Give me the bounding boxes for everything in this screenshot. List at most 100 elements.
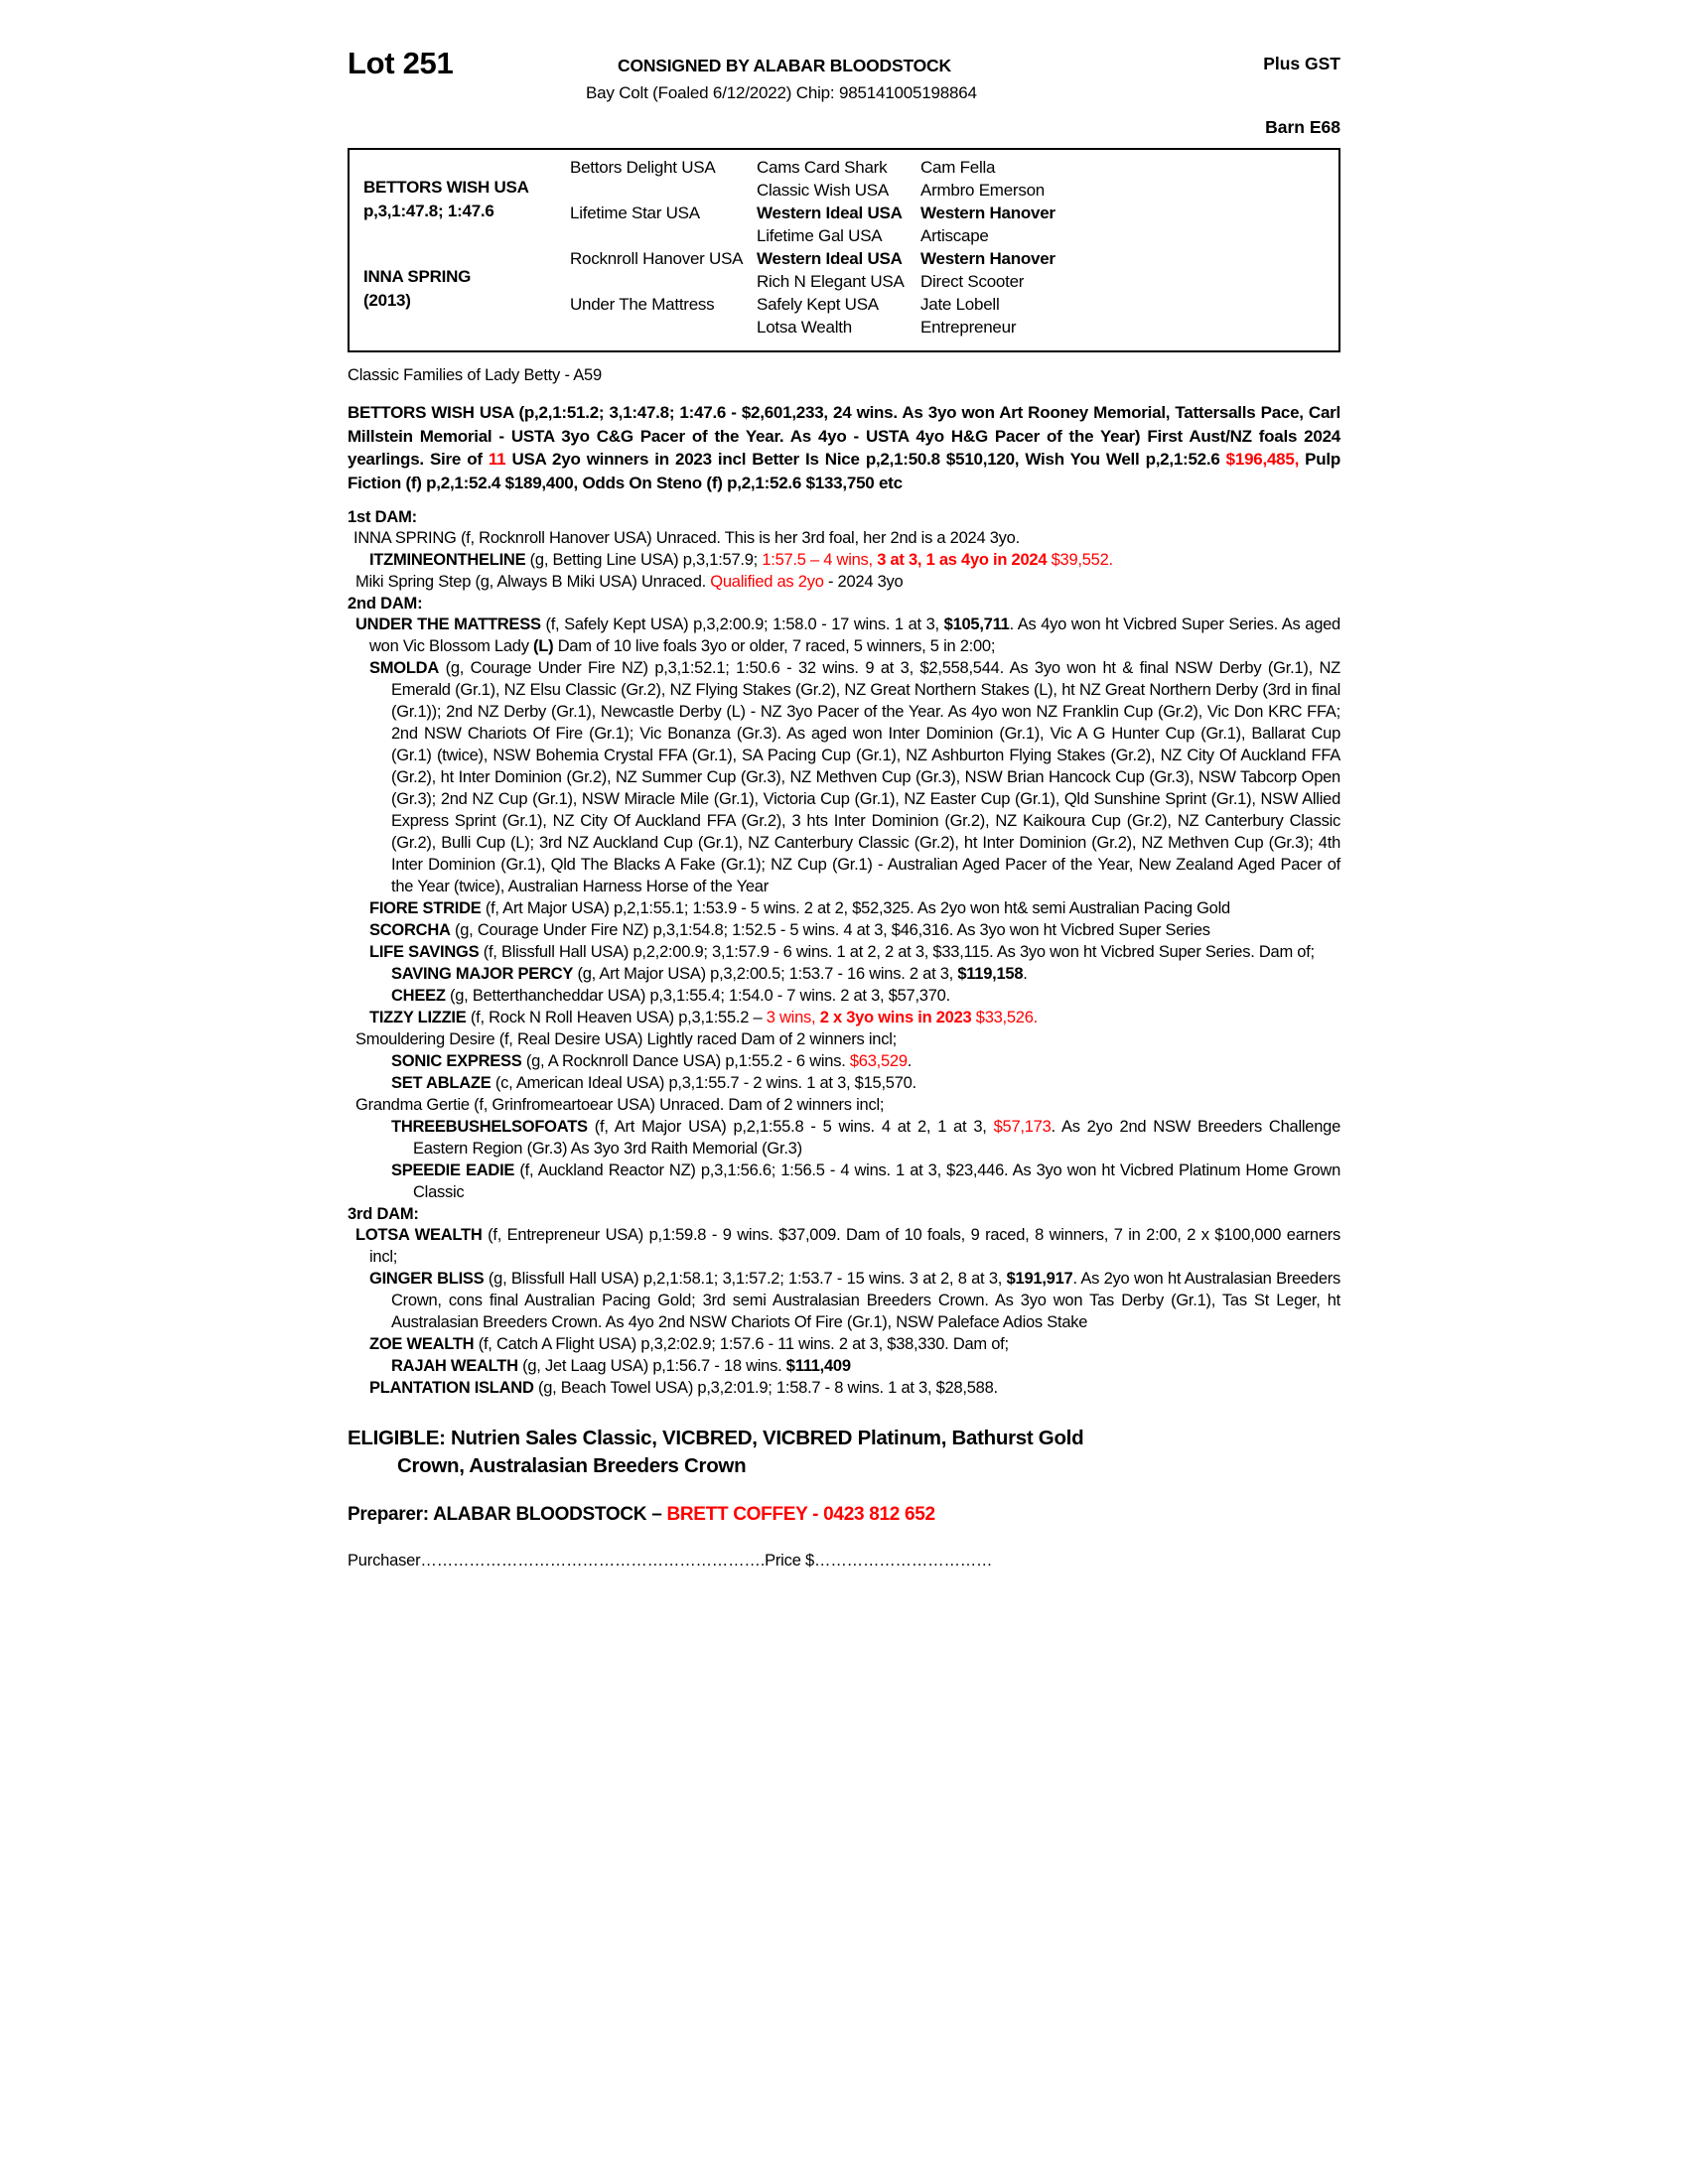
entry-name: SET ABLAZE bbox=[391, 1074, 492, 1092]
lot-number: Lot 251 bbox=[348, 46, 454, 80]
second-dam-text2: . As 4yo won ht Vicbred Super Series. As… bbox=[369, 615, 1340, 655]
zoe-child-rajah: RAJAH WEALTH (g, Jet Laag USA) p,1:56.7 … bbox=[348, 1355, 1340, 1377]
entry-name: LIFE SAVINGS bbox=[369, 943, 480, 961]
entry-text: (g, Betterthancheddar USA) p,3,1:55.4; 1… bbox=[445, 987, 950, 1005]
second-dam-entry-tizzy: TIZZY LIZZIE (f, Rock N Roll Heaven USA)… bbox=[348, 1007, 1340, 1028]
entry-name: GINGER BLISS bbox=[369, 1270, 485, 1288]
foal-tail: - 2024 3yo bbox=[823, 573, 904, 591]
foal-name: ITZMINEONTHELINE bbox=[369, 551, 526, 569]
eligible-line-1: ELIGIBLE: Nutrien Sales Classic, VICBRED… bbox=[348, 1427, 1084, 1449]
first-dam-intro: INNA SPRING (f, Rocknroll Hanover USA) U… bbox=[353, 529, 1020, 547]
entry-name: TIZZY LIZZIE bbox=[369, 1009, 467, 1026]
sire-para-part3: Pulp Fiction (f) p,2,1:52.4 $189,400, Od… bbox=[348, 450, 1340, 492]
pedigree-gen3-2: Classic Wish USA bbox=[757, 181, 889, 200]
foal-red-tail: $39,552. bbox=[1047, 551, 1113, 569]
pedigree-sire-dam: Lifetime Star USA bbox=[570, 204, 700, 222]
entry-red-tail: $33,526. bbox=[971, 1009, 1038, 1026]
second-dam-entry-smolda: SMOLDA (g, Courage Under Fire NZ) p,3,1:… bbox=[348, 657, 1340, 897]
entry-red: 3 wins, bbox=[766, 1009, 820, 1026]
grandma-child-1: THREEBUSHELSOFOATS (f, Art Major USA) p,… bbox=[348, 1116, 1340, 1160]
life-savings-child-1: SAVING MAJOR PERCY (g, Art Major USA) p,… bbox=[348, 963, 1340, 985]
pedigree-gen4-3: Western Hanover bbox=[920, 204, 1055, 222]
entry-name: RAJAH WEALTH bbox=[391, 1357, 518, 1375]
entry-text: (g, A Rocknroll Dance USA) p,1:55.2 - 6 … bbox=[521, 1052, 850, 1070]
entry-name: SPEEDIE EADIE bbox=[391, 1161, 515, 1179]
second-dam-name: UNDER THE MATTRESS bbox=[355, 615, 541, 633]
purchaser-line: Purchaser……………………………………………………….Price $……… bbox=[348, 1552, 993, 1570]
pedigree-gen3-8: Lotsa Wealth bbox=[757, 318, 852, 337]
smouldering-child-1: SONIC EXPRESS (g, A Rocknroll Dance USA)… bbox=[348, 1050, 1340, 1072]
smouldering-desire-line: Smouldering Desire (f, Real Desire USA) … bbox=[355, 1030, 897, 1048]
entry-text: (g, Courage Under Fire NZ) p,3,1:54.8; 1… bbox=[450, 921, 1210, 939]
grandma-gertie-line: Grandma Gertie (f, Grinfromeartoear USA)… bbox=[355, 1096, 885, 1114]
entry-earnings: $111,409 bbox=[785, 1357, 851, 1375]
pedigree-gen4-7: Jate Lobell bbox=[920, 295, 1000, 314]
pedigree-table: BETTORS WISH USA p,3,1:47.8; 1:47.6 INNA… bbox=[348, 148, 1340, 352]
entry-name: ZOE WEALTH bbox=[369, 1335, 475, 1353]
entry-name: THREEBUSHELSOFOATS bbox=[391, 1118, 588, 1136]
pedigree-gen3-3: Western Ideal USA bbox=[757, 204, 903, 222]
foal-red-bold: 3 at 3, 1 as 4yo in 2024 bbox=[877, 551, 1048, 569]
entry-red: $57,173 bbox=[993, 1118, 1052, 1136]
grandma-child-2: SPEEDIE EADIE (f, Auckland Reactor NZ) p… bbox=[348, 1160, 1340, 1203]
foal-detail: (g, Betting Line USA) p,3,1:57.9; bbox=[525, 551, 763, 569]
preparer-block: Preparer: ALABAR BLOODSTOCK – BRETT COFF… bbox=[348, 1504, 1340, 1526]
foal-red: 1:57.5 – 4 wins, bbox=[762, 551, 878, 569]
barn-label: Barn E68 bbox=[1265, 117, 1340, 137]
eligible-line-2: Crown, Australasian Breeders Crown bbox=[397, 1454, 747, 1477]
plus-gst-label: Plus GST bbox=[1263, 54, 1340, 73]
entry-text: (f, Rock N Roll Heaven USA) p,3,1:55.2 – bbox=[466, 1009, 767, 1026]
entry-red-bold: 2 x 3yo wins in 2023 bbox=[819, 1009, 972, 1026]
second-dam-intro: UNDER THE MATTRESS (f, Safely Kept USA) … bbox=[348, 614, 1340, 657]
entry-name: SONIC EXPRESS bbox=[391, 1052, 522, 1070]
second-dam-text1: (f, Safely Kept USA) p,3,2:00.9; 1:58.0 … bbox=[540, 615, 944, 633]
page-header: Lot 251 CONSIGNED BY ALABAR BLOODSTOCK B… bbox=[348, 40, 1340, 144]
pedigree-gen3-4: Lifetime Gal USA bbox=[757, 226, 883, 245]
entry-text: (g, Art Major USA) p,3,2:00.5; 1:53.7 - … bbox=[573, 965, 958, 983]
second-dam-entry-scorcha: SCORCHA (g, Courage Under Fire NZ) p,3,1… bbox=[348, 919, 1340, 941]
pedigree-dam-name: INNA SPRING bbox=[363, 267, 472, 286]
entry-text: (g, Jet Laag USA) p,1:56.7 - 18 wins. bbox=[517, 1357, 786, 1375]
third-dam-entry-zoe: ZOE WEALTH (f, Catch A Flight USA) p,3,2… bbox=[348, 1333, 1340, 1355]
pedigree-dam-sire: Rocknroll Hanover USA bbox=[570, 249, 744, 268]
first-dam-heading: 1st DAM: bbox=[348, 508, 417, 526]
third-dam-entry-ginger: GINGER BLISS (g, Blissfull Hall USA) p,2… bbox=[348, 1268, 1340, 1333]
pedigree-gen4-6: Direct Scooter bbox=[920, 272, 1025, 291]
pedigree-gen3-7: Safely Kept USA bbox=[757, 295, 879, 314]
pedigree-gen4-8: Entrepreneur bbox=[920, 318, 1017, 337]
second-dam-listed: (L) bbox=[533, 637, 554, 655]
entry-text: (c, American Ideal USA) p,3,1:55.7 - 2 w… bbox=[491, 1074, 916, 1092]
family-line: Classic Families of Lady Betty - A59 bbox=[348, 366, 602, 384]
sire-para-part1: BETTORS WISH USA (p,2,1:51.2; 3,1:47.8; … bbox=[348, 403, 1340, 469]
pedigree-gen3-6: Rich N Elegant USA bbox=[757, 272, 905, 291]
pedigree-gen4-2: Armbro Emerson bbox=[920, 181, 1045, 200]
first-dam-foal-2: Miki Spring Step (g, Always B Miki USA) … bbox=[348, 571, 1340, 593]
entry-name: SAVING MAJOR PERCY bbox=[391, 965, 574, 983]
pedigree-sire-sire: Bettors Delight USA bbox=[570, 158, 716, 177]
second-dam-heading: 2nd DAM: bbox=[348, 595, 423, 613]
third-dam-text: (f, Entrepreneur USA) p,1:59.8 - 9 wins.… bbox=[369, 1226, 1341, 1266]
entry-text: (f, Blissfull Hall USA) p,2,2:00.9; 3,1:… bbox=[479, 943, 1315, 961]
catalogue-sheet: Lot 251 CONSIGNED BY ALABAR BLOODSTOCK B… bbox=[348, 40, 1340, 1570]
consignor-title: CONSIGNED BY ALABAR BLOODSTOCK bbox=[618, 56, 951, 75]
foal-name: Miki Spring Step bbox=[355, 573, 472, 591]
pedigree-gen4-1: Cam Fella bbox=[920, 158, 996, 177]
preparer-contact: BRETT COFFEY - 0423 812 652 bbox=[666, 1504, 935, 1525]
entry-text: (g, Courage Under Fire NZ) p,3,1:52.1; 1… bbox=[391, 659, 1340, 895]
third-dam-heading: 3rd DAM: bbox=[348, 1205, 419, 1223]
entry-text: (f, Catch A Flight USA) p,3,2:02.9; 1:57… bbox=[474, 1335, 1009, 1353]
entry-name: SCORCHA bbox=[369, 921, 451, 939]
entry-text: (f, Auckland Reactor NZ) p,3,1:56.6; 1:5… bbox=[413, 1161, 1340, 1201]
pedigree-sire-name: BETTORS WISH USA bbox=[363, 178, 529, 197]
entry-text: (f, Art Major USA) p,2,1:55.1; 1:53.9 - … bbox=[481, 899, 1230, 917]
pedigree-dam-year: (2013) bbox=[363, 291, 411, 310]
entry-text: (g, Beach Towel USA) p,3,2:01.9; 1:58.7 … bbox=[533, 1379, 998, 1397]
third-dam-entry-plantation: PLANTATION ISLAND (g, Beach Towel USA) p… bbox=[348, 1377, 1340, 1399]
horse-description: Bay Colt (Foaled 6/12/2022) Chip: 985141… bbox=[586, 83, 977, 102]
sire-para-part2: USA 2yo winners in 2023 incl Better Is N… bbox=[505, 450, 1226, 469]
sire-paragraph: BETTORS WISH USA (p,2,1:51.2; 3,1:47.8; … bbox=[348, 401, 1340, 494]
entry-red: $63,529 bbox=[849, 1052, 908, 1070]
pedigree-gen3-5: Western Ideal USA bbox=[757, 249, 903, 268]
entry-tail: . bbox=[1023, 965, 1028, 983]
